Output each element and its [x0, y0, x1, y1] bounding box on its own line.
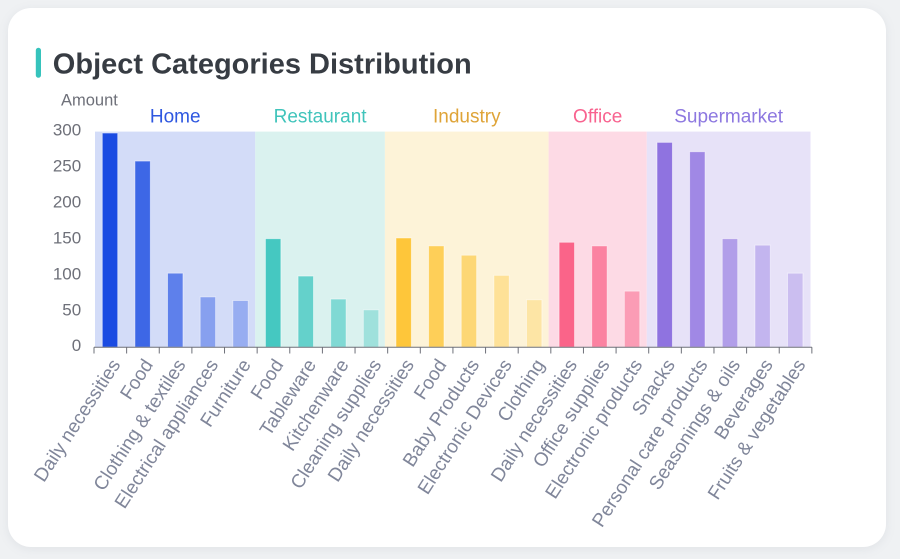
svg-text:Object Categories Distribution: Object Categories Distribution: [53, 49, 472, 81]
svg-text:Office: Office: [573, 107, 622, 128]
svg-text:150: 150: [53, 228, 81, 247]
svg-text:50: 50: [62, 300, 81, 319]
svg-text:200: 200: [53, 193, 81, 212]
svg-text:Amount: Amount: [61, 92, 118, 110]
svg-text:Restaurant: Restaurant: [274, 107, 368, 128]
svg-text:300: 300: [53, 121, 81, 140]
svg-text:0: 0: [72, 336, 81, 355]
svg-text:Home: Home: [150, 107, 201, 128]
svg-text:100: 100: [53, 264, 81, 283]
svg-text:250: 250: [53, 157, 81, 176]
svg-text:Industry: Industry: [433, 107, 501, 128]
svg-text:Supermarket: Supermarket: [674, 107, 783, 128]
